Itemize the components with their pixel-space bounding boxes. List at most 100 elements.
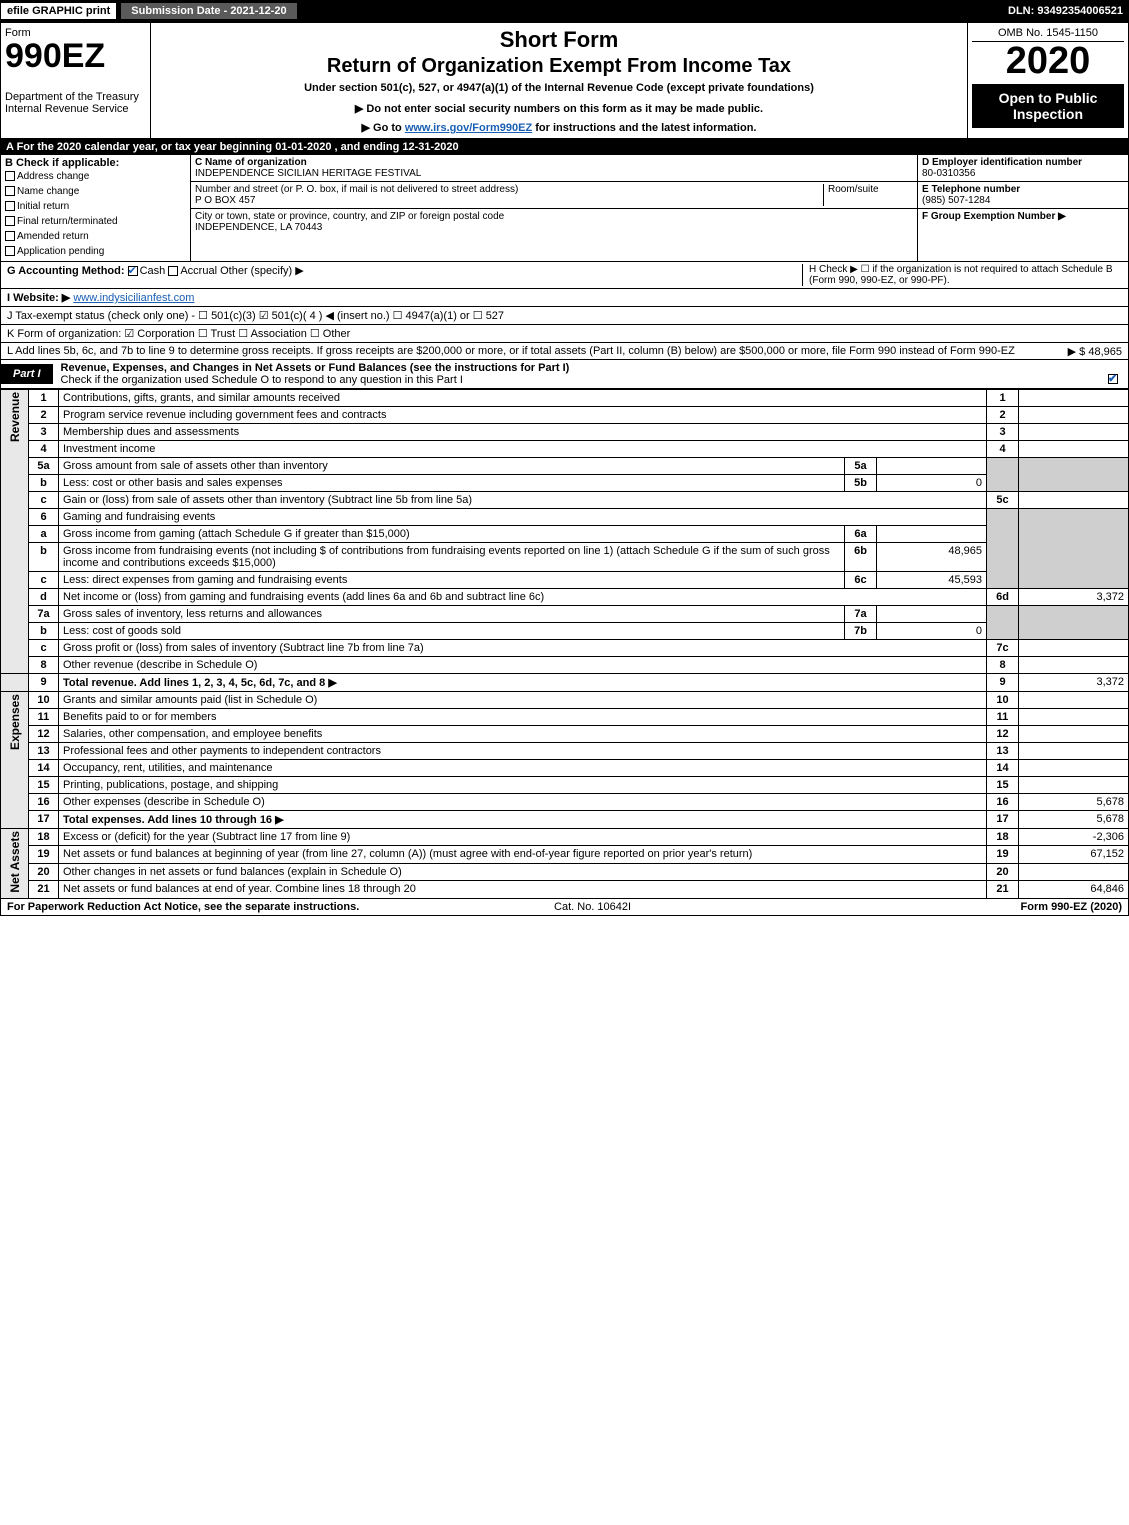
chk-address-change[interactable]: Address change bbox=[5, 169, 186, 184]
subtitle: Under section 501(c), 527, or 4947(a)(1)… bbox=[155, 82, 963, 94]
line-5c-amt bbox=[1019, 492, 1129, 509]
line-5a-desc: Gross amount from sale of assets other t… bbox=[59, 458, 845, 475]
header-right: OMB No. 1545-1150 2020 Open to Public In… bbox=[968, 23, 1128, 138]
line-7c-desc: Gross profit or (loss) from sales of inv… bbox=[59, 640, 987, 657]
part-1-header: Part I Revenue, Expenses, and Changes in… bbox=[0, 360, 1129, 389]
chk-cash[interactable] bbox=[128, 266, 138, 276]
submission-date: Submission Date - 2021-12-20 bbox=[121, 3, 296, 19]
line-7b-amt: 0 bbox=[877, 623, 987, 640]
line-3-amt bbox=[1019, 424, 1129, 441]
ssn-notice: ▶ Do not enter social security numbers o… bbox=[155, 102, 963, 115]
line-3-desc: Membership dues and assessments bbox=[59, 424, 987, 441]
chk-initial-return[interactable]: Initial return bbox=[5, 199, 186, 214]
line-10-desc: Grants and similar amounts paid (list in… bbox=[59, 692, 987, 709]
chk-schedule-o[interactable] bbox=[1108, 374, 1118, 384]
chk-final-return[interactable]: Final return/terminated bbox=[5, 214, 186, 229]
line-i: I Website: ▶ www.indysicilianfest.com bbox=[0, 289, 1129, 307]
line-18-amt: -2,306 bbox=[1019, 829, 1129, 846]
street-value: P O BOX 457 bbox=[195, 195, 255, 206]
website-link[interactable]: www.indysicilianfest.com bbox=[73, 292, 194, 304]
line-6b-amt: 48,965 bbox=[877, 543, 987, 572]
form-number: 990EZ bbox=[5, 39, 146, 73]
line-l: L Add lines 5b, 6c, and 7b to line 9 to … bbox=[0, 343, 1129, 360]
page-footer: For Paperwork Reduction Act Notice, see … bbox=[0, 899, 1129, 916]
footer-catno: Cat. No. 10642I bbox=[554, 901, 631, 913]
g-label: G Accounting Method: bbox=[7, 265, 125, 277]
line-5c-desc: Gain or (loss) from sale of assets other… bbox=[59, 492, 987, 509]
line-10-amt bbox=[1019, 692, 1129, 709]
top-bar: efile GRAPHIC print Submission Date - 20… bbox=[0, 0, 1129, 22]
header-left: Form 990EZ Department of the Treasury In… bbox=[1, 23, 151, 138]
footer-left: For Paperwork Reduction Act Notice, see … bbox=[7, 901, 359, 913]
header-middle: Short Form Return of Organization Exempt… bbox=[151, 23, 968, 138]
chk-application-pending[interactable]: Application pending bbox=[5, 244, 186, 259]
street-label: Number and street (or P. O. box, if mail… bbox=[195, 184, 518, 195]
city-value: INDEPENDENCE, LA 70443 bbox=[195, 222, 322, 233]
line-6c-desc: Less: direct expenses from gaming and fu… bbox=[59, 572, 845, 589]
line-6a-amt bbox=[877, 526, 987, 543]
line-1-desc: Contributions, gifts, grants, and simila… bbox=[59, 390, 987, 407]
line-6d-amt: 3,372 bbox=[1019, 589, 1129, 606]
line-9-amt: 3,372 bbox=[1019, 674, 1129, 692]
part-1-tag: Part I bbox=[1, 364, 53, 384]
line-l-amount: ▶ $ 48,965 bbox=[1068, 345, 1122, 358]
chk-name-change[interactable]: Name change bbox=[5, 184, 186, 199]
revenue-side-label: Revenue bbox=[8, 392, 22, 442]
line-j: J Tax-exempt status (check only one) - ☐… bbox=[0, 307, 1129, 325]
line-7a-desc: Gross sales of inventory, less returns a… bbox=[59, 606, 845, 623]
org-name: INDEPENDENCE SICILIAN HERITAGE FESTIVAL bbox=[195, 168, 913, 179]
website-label: I Website: ▶ bbox=[7, 292, 70, 304]
line-h: H Check ▶ ☐ if the organization is not r… bbox=[802, 264, 1122, 286]
line-6d-desc: Net income or (loss) from gaming and fun… bbox=[59, 589, 987, 606]
line-9-desc: Total revenue. Add lines 1, 2, 3, 4, 5c,… bbox=[59, 674, 987, 692]
line-7b-desc: Less: cost of goods sold bbox=[59, 623, 845, 640]
line-2-desc: Program service revenue including govern… bbox=[59, 407, 987, 424]
line-2-amt bbox=[1019, 407, 1129, 424]
line-6a-desc: Gross income from gaming (attach Schedul… bbox=[59, 526, 845, 543]
city-label: City or town, state or province, country… bbox=[195, 211, 504, 222]
line-8-amt bbox=[1019, 657, 1129, 674]
part-1-table: Revenue 1 Contributions, gifts, grants, … bbox=[0, 389, 1129, 899]
line-l-text: L Add lines 5b, 6c, and 7b to line 9 to … bbox=[7, 345, 1015, 357]
line-6c-amt: 45,593 bbox=[877, 572, 987, 589]
line-4-desc: Investment income bbox=[59, 441, 987, 458]
department-label: Department of the Treasury bbox=[5, 91, 146, 103]
title-short: Short Form bbox=[155, 27, 963, 53]
section-b-c-d: B Check if applicable: Address change Na… bbox=[0, 155, 1129, 262]
line-k: K Form of organization: ☑ Corporation ☐ … bbox=[0, 325, 1129, 343]
ein-value: 80-0310356 bbox=[922, 168, 1124, 179]
line-5b-desc: Less: cost or other basis and sales expe… bbox=[59, 475, 845, 492]
goto-prefix: ▶ Go to bbox=[362, 122, 405, 134]
line-7a-amt bbox=[877, 606, 987, 623]
goto-line: ▶ Go to www.irs.gov/Form990EZ for instru… bbox=[155, 121, 963, 134]
goto-suffix: for instructions and the latest informat… bbox=[535, 122, 756, 134]
line-19-amt: 67,152 bbox=[1019, 846, 1129, 863]
section-b-label: B Check if applicable: bbox=[5, 157, 186, 169]
line-6b-desc: Gross income from fundraising events (no… bbox=[59, 543, 845, 572]
line-g-h: G Accounting Method: Cash Accrual Other … bbox=[0, 262, 1129, 289]
phone-label: E Telephone number bbox=[922, 184, 1124, 195]
line-21-amt: 64,846 bbox=[1019, 881, 1129, 898]
irs-label: Internal Revenue Service bbox=[5, 103, 146, 115]
line-a: A For the 2020 calendar year, or tax yea… bbox=[0, 139, 1129, 155]
open-public-badge: Open to Public Inspection bbox=[972, 84, 1124, 128]
line-17-amt: 5,678 bbox=[1019, 811, 1129, 829]
form-header: Form 990EZ Department of the Treasury In… bbox=[0, 22, 1129, 139]
room-suite-label: Room/suite bbox=[823, 184, 913, 206]
group-exemption-label: F Group Exemption Number ▶ bbox=[922, 211, 1124, 222]
line-8-desc: Other revenue (describe in Schedule O) bbox=[59, 657, 987, 674]
line-4-amt bbox=[1019, 441, 1129, 458]
ein-label: D Employer identification number bbox=[922, 157, 1124, 168]
expenses-side-label: Expenses bbox=[8, 694, 22, 750]
chk-accrual[interactable] bbox=[168, 266, 178, 276]
dln-label: DLN: 93492354006521 bbox=[1008, 5, 1129, 17]
line-5a-amt bbox=[877, 458, 987, 475]
goto-link[interactable]: www.irs.gov/Form990EZ bbox=[405, 122, 532, 134]
chk-amended-return[interactable]: Amended return bbox=[5, 229, 186, 244]
section-b: B Check if applicable: Address change Na… bbox=[1, 155, 191, 261]
efile-print-label[interactable]: efile GRAPHIC print bbox=[0, 2, 117, 20]
line-7c-amt bbox=[1019, 640, 1129, 657]
netassets-side-label: Net Assets bbox=[8, 831, 22, 893]
line-16-amt: 5,678 bbox=[1019, 794, 1129, 811]
section-c: C Name of organization INDEPENDENCE SICI… bbox=[191, 155, 918, 261]
